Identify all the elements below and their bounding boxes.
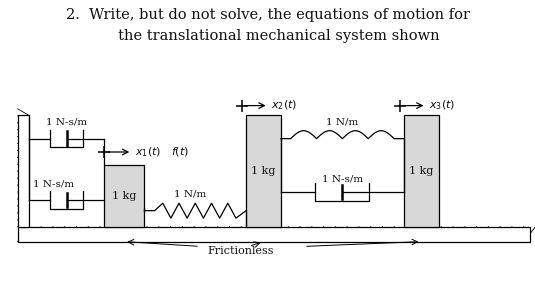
Bar [18, 227, 530, 242]
Text: $x_3(t)$: $x_3(t)$ [429, 99, 455, 112]
Text: 1 N/m: 1 N/m [174, 189, 206, 199]
Text: 1 N-s/m: 1 N-s/m [33, 180, 74, 189]
Bar [18, 115, 29, 227]
Text: the translational mechanical system shown: the translational mechanical system show… [95, 29, 440, 43]
Bar [404, 115, 439, 227]
Text: 1 N/m: 1 N/m [326, 118, 358, 127]
Text: 1 kg: 1 kg [112, 191, 136, 201]
Text: 1 N-s/m: 1 N-s/m [47, 118, 87, 127]
Text: 1 N-s/m: 1 N-s/m [322, 175, 363, 184]
Text: $x_2(t)$: $x_2(t)$ [271, 99, 297, 112]
Bar [104, 165, 144, 227]
Text: Frictionless: Frictionless [208, 247, 274, 256]
Text: 2.  Write, but do not solve, the equations of motion for: 2. Write, but do not solve, the equation… [65, 8, 470, 22]
Text: $f(t)$: $f(t)$ [171, 146, 189, 158]
Bar [246, 115, 281, 227]
Text: 1 kg: 1 kg [409, 166, 433, 176]
Text: 1 kg: 1 kg [251, 166, 276, 176]
Text: $x_1(t)$: $x_1(t)$ [135, 145, 161, 159]
